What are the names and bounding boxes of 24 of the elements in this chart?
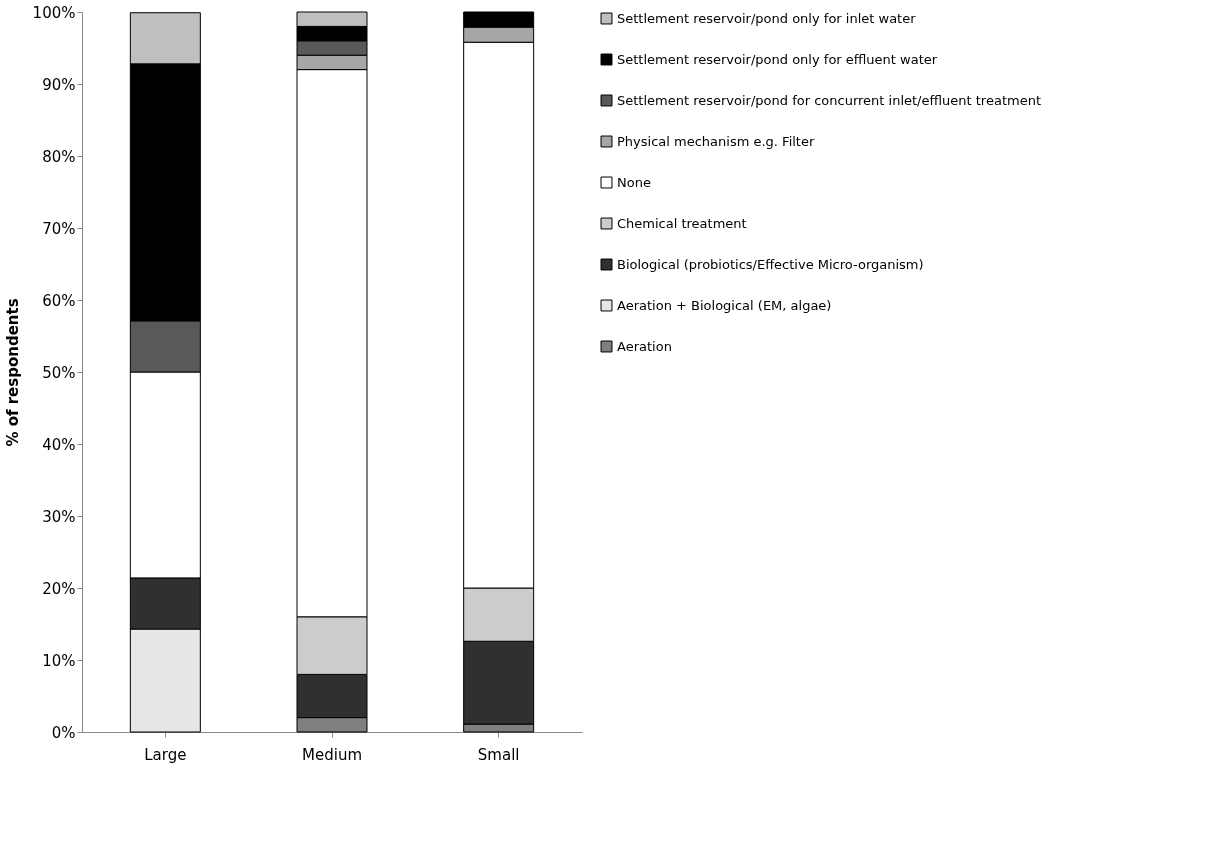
- x-tick-label: Small: [477, 745, 520, 764]
- y-tick-label: 100%: [32, 3, 76, 22]
- legend-label: None: [617, 174, 651, 190]
- legend-label: Aeration: [617, 338, 672, 354]
- y-tick-label: 30%: [42, 507, 76, 526]
- y-tick-label: 90%: [42, 75, 76, 94]
- legend-label: Biological (probiotics/Effective Micro-organism): [617, 256, 924, 272]
- y-tick-label: 40%: [42, 435, 76, 454]
- y-tick-label: 10%: [42, 651, 76, 670]
- legend-label: Physical mechanism e.g. Filter: [617, 133, 815, 149]
- legend-label: Settlement reservoir/pond only for inlet water: [617, 10, 917, 26]
- y-tick-label: 80%: [42, 147, 76, 166]
- x-tick-label: Medium: [302, 745, 362, 764]
- y-tick-label: 0%: [51, 723, 76, 742]
- legend-label: Aeration + Biological (EM, algae): [617, 297, 832, 313]
- legend-label: Settlement reservoir/pond only for effluent water: [617, 51, 938, 67]
- y-tick-label: 20%: [42, 579, 76, 598]
- y-tick-label: 70%: [42, 219, 76, 238]
- y-tick-label: 60%: [42, 291, 76, 310]
- y-tick-label: 50%: [42, 363, 76, 382]
- x-tick-label: Large: [144, 745, 187, 764]
- legend-label: Settlement reservoir/pond for concurrent inlet/effluent treatment: [617, 92, 1041, 108]
- legend-label: Chemical treatment: [617, 215, 747, 231]
- y-axis-title: % of respondents: [3, 298, 22, 447]
